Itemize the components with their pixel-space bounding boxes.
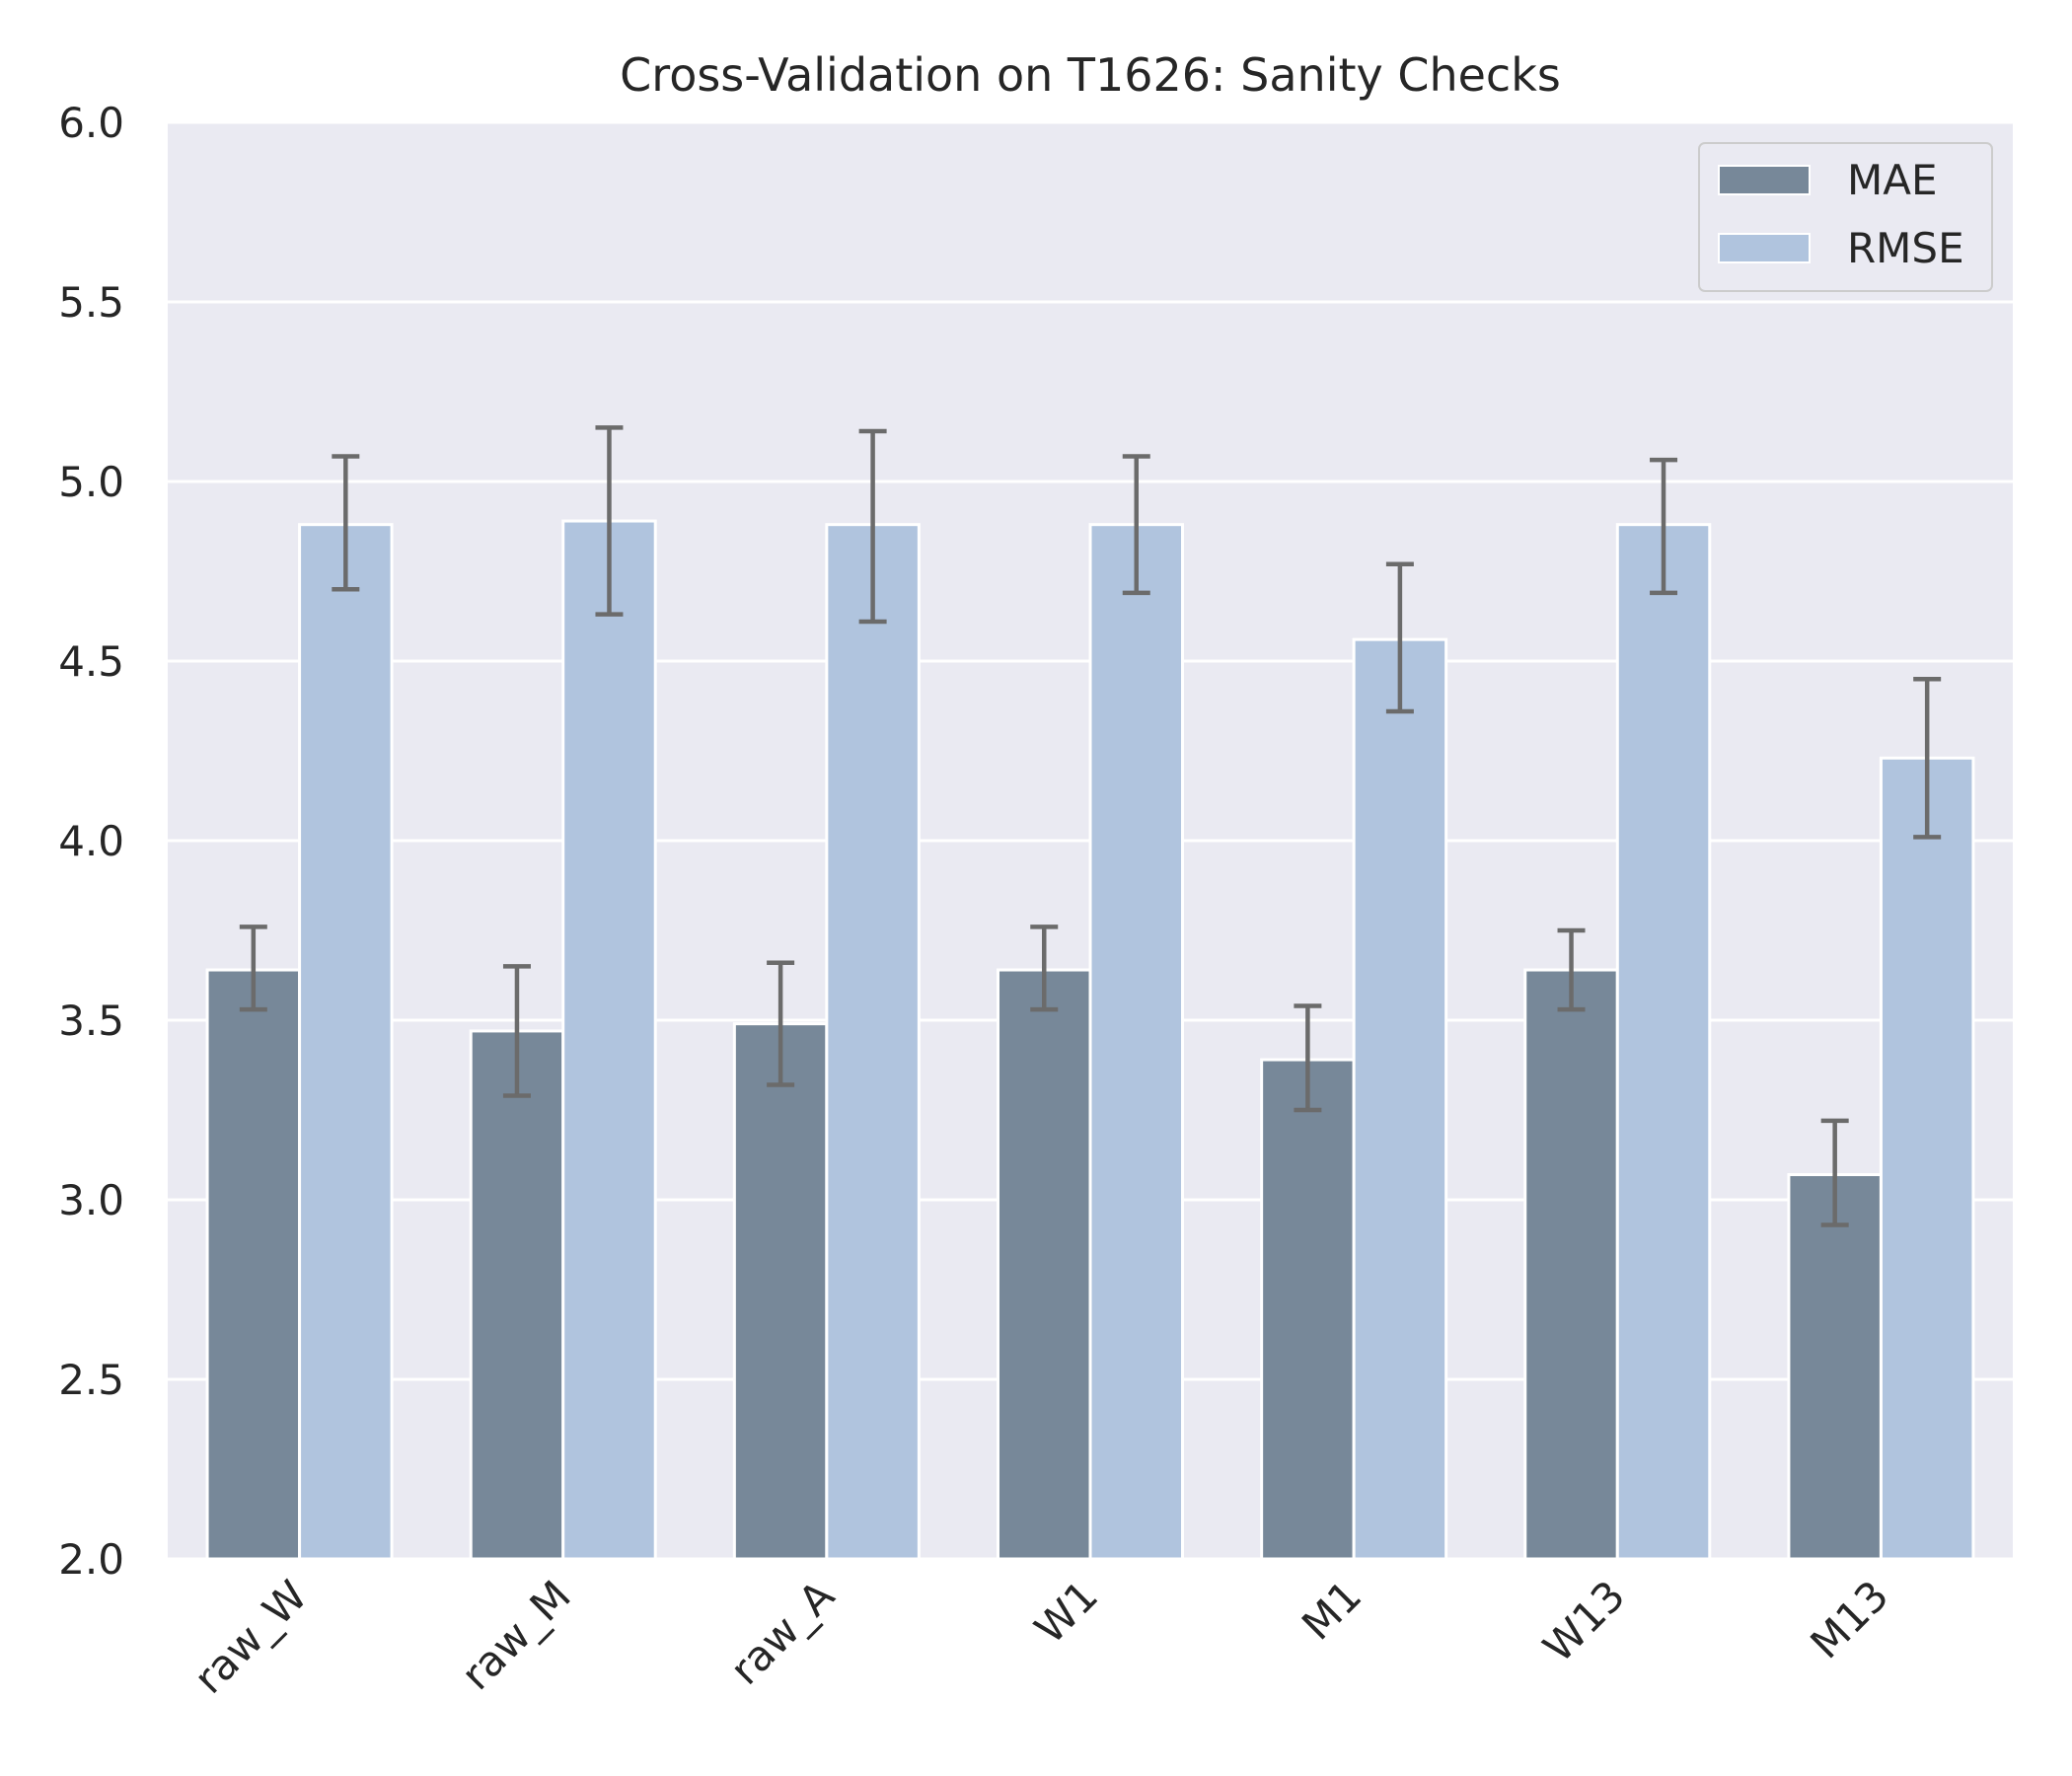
x-tick-label: M13 — [1801, 1571, 1897, 1667]
error-bars — [239, 425, 1942, 1227]
x-tick-label: W13 — [1534, 1571, 1635, 1671]
y-tick-label: 6.0 — [58, 99, 124, 147]
y-tick-label: 4.0 — [58, 817, 124, 865]
x-tick-label: raw_W — [185, 1571, 317, 1703]
bar-mae-raw-m — [469, 1029, 565, 1561]
bar-rmse-raw-m — [561, 519, 657, 1561]
bars — [205, 519, 1975, 1561]
legend-swatch-rmse — [1718, 233, 1811, 263]
y-tick-label: 3.0 — [58, 1176, 124, 1224]
bar-mae-w1 — [997, 968, 1092, 1561]
x-axis-ticks: raw_W raw_M raw_A W1 M1 W13 M13 — [185, 1571, 1897, 1703]
bar-mae-raw-w — [205, 968, 302, 1561]
legend-swatch-mae — [1718, 165, 1811, 195]
legend: MAE RMSE — [1698, 142, 1993, 292]
legend-label-mae: MAE — [1847, 156, 1938, 204]
bar-rmse-m1 — [1352, 637, 1448, 1561]
bar-mae-m13 — [1787, 1173, 1883, 1561]
y-tick-label: 2.5 — [58, 1356, 124, 1404]
bar-rmse-w1 — [1088, 523, 1184, 1561]
y-tick-label: 4.5 — [58, 637, 124, 686]
bar-mae-raw-a — [732, 1022, 829, 1561]
bar-mae-m1 — [1260, 1058, 1356, 1561]
bar-rmse-m13 — [1879, 756, 1975, 1561]
bar-mae-w13 — [1523, 968, 1619, 1561]
x-tick-label: W1 — [1025, 1571, 1107, 1653]
bar-rmse-w13 — [1615, 523, 1712, 1561]
y-tick-label: 3.5 — [58, 997, 124, 1045]
x-tick-label: raw_A — [720, 1571, 844, 1694]
y-tick-label: 5.0 — [58, 458, 124, 506]
bar-rmse-raw-w — [298, 523, 394, 1561]
x-tick-label: M1 — [1293, 1571, 1370, 1649]
x-tick-label: raw_M — [452, 1571, 580, 1699]
legend-label-rmse: RMSE — [1847, 224, 1964, 272]
bar-rmse-raw-a — [825, 523, 921, 1561]
chart-title: Cross-Validation on T1626: Sanity Checks — [620, 48, 1561, 102]
y-axis-ticks: 2.0 2.5 3.0 3.5 4.0 4.5 5.0 5.5 6.0 — [58, 99, 124, 1584]
y-tick-label: 5.5 — [58, 278, 124, 327]
y-tick-label: 2.0 — [58, 1535, 124, 1584]
